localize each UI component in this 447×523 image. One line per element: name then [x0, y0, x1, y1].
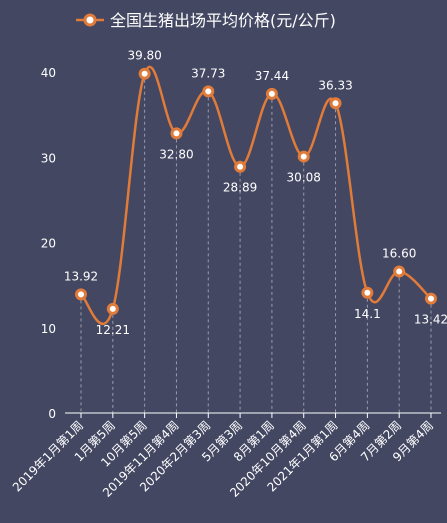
data-point[interactable] [361, 286, 374, 299]
data-labels: 13.92 12.21 39.80 32.80 37.73 28.89 37.44 30.08… [64, 49, 447, 337]
data-label: 36.33 [318, 78, 352, 92]
legend-label: 全国生猪出场平均价格(元/公斤) [110, 11, 336, 30]
y-tick-label: 0 [48, 407, 56, 421]
droplines [80, 73, 432, 413]
data-label: 32.80 [159, 147, 193, 161]
y-axis-tick-labels: 0 10 20 30 40 [41, 66, 56, 421]
data-label: 28.89 [223, 181, 257, 195]
data-point[interactable] [329, 97, 342, 110]
data-point[interactable] [425, 292, 437, 305]
data-point[interactable] [138, 67, 151, 80]
data-point[interactable] [393, 265, 406, 278]
series-line [80, 65, 432, 326]
data-point[interactable] [106, 302, 119, 315]
legend[interactable]: 全国生猪出场平均价格(元/公斤) [76, 11, 336, 30]
y-tick-label: 30 [41, 151, 56, 165]
data-label: 37.73 [191, 66, 225, 80]
data-label: 37.44 [255, 69, 289, 83]
data-label: 13.92 [64, 269, 98, 283]
data-point[interactable] [265, 87, 278, 100]
data-label: 39.80 [127, 49, 161, 63]
data-label: 30.08 [287, 171, 321, 185]
data-points [75, 67, 437, 315]
data-point[interactable] [234, 160, 247, 173]
data-label: 12.21 [96, 323, 130, 337]
y-tick-label: 20 [41, 237, 56, 251]
legend-marker-icon [83, 13, 97, 27]
y-tick-label: 40 [41, 66, 56, 80]
y-tick-label: 10 [41, 322, 56, 336]
data-label: 16.60 [382, 246, 416, 260]
data-point[interactable] [202, 85, 215, 98]
x-axis-ticks [80, 413, 432, 418]
data-point[interactable] [75, 288, 87, 301]
data-point[interactable] [170, 127, 183, 140]
data-label: 14.1 [354, 307, 381, 321]
data-point[interactable] [297, 150, 310, 163]
data-label: 13.42 [414, 313, 447, 327]
